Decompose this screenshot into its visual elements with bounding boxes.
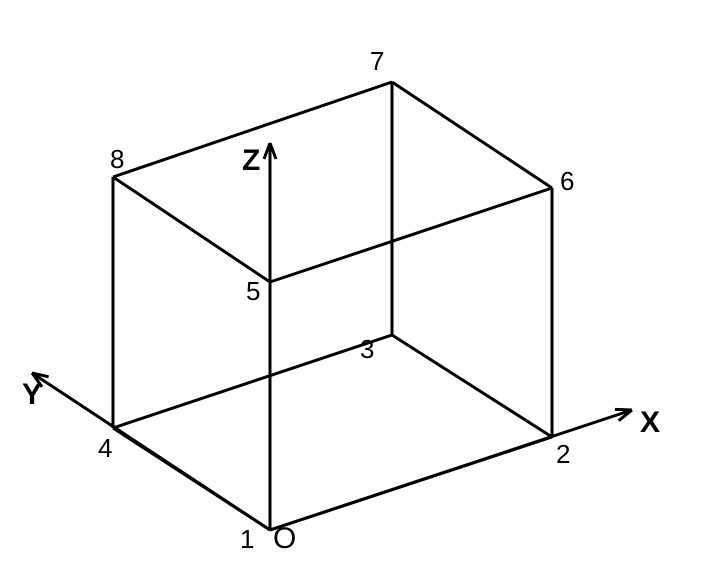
axis-label-y: Y — [22, 378, 42, 411]
vertex-label-2: 2 — [556, 439, 570, 469]
axis-y — [32, 373, 270, 530]
vertex-label-1: 1 — [240, 524, 254, 554]
edge-6-7 — [392, 82, 552, 188]
vertex-label-4: 4 — [98, 433, 112, 463]
vertex-label-5: 5 — [246, 276, 260, 306]
axis-label-z: Z — [242, 144, 260, 177]
cube-diagram: X Y Z 1 2 3 4 5 6 7 8 O — [0, 0, 715, 572]
vertex-label-7: 7 — [370, 46, 384, 76]
edge-2-3 — [392, 335, 552, 437]
origin-label: O — [273, 522, 296, 555]
vertex-label-8: 8 — [110, 144, 124, 174]
axis-label-x: X — [640, 406, 660, 439]
axis-x — [270, 410, 632, 530]
edge-5-6 — [270, 188, 552, 282]
vertex-label-6: 6 — [560, 166, 574, 196]
edge-8-5 — [113, 177, 270, 282]
vertex-label-3: 3 — [360, 334, 374, 364]
edge-3-4 — [113, 335, 392, 428]
